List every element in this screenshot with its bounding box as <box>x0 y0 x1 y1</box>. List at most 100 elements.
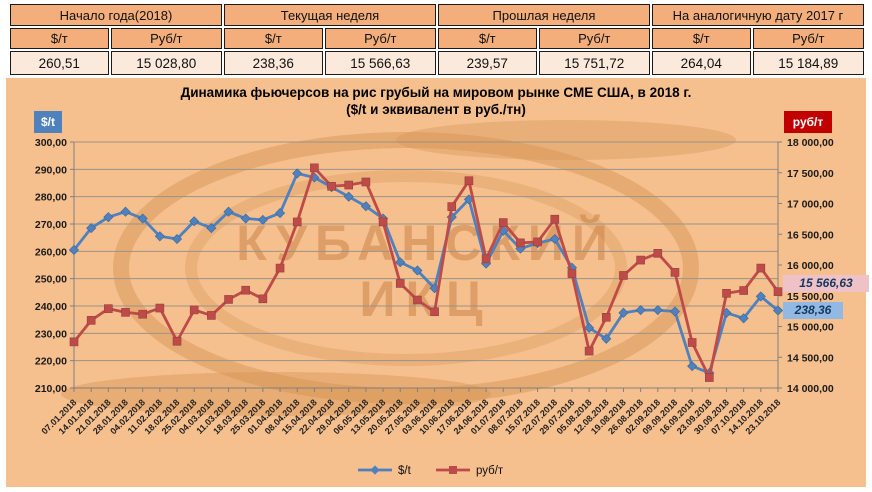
legend-label: руб/т <box>476 465 504 477</box>
data-point-usd <box>652 305 663 316</box>
data-point-rub <box>121 308 130 317</box>
svg-text:230,00: 230,00 <box>35 328 67 340</box>
data-point-rub <box>653 249 663 258</box>
subheader-rub: Руб/т <box>752 28 864 49</box>
data-point-rub <box>189 305 199 315</box>
usd-last-value-label: 238,36 <box>783 302 843 319</box>
data-point-rub <box>464 176 474 186</box>
left-axis-tick-labels: 300,00 290,00 280,00 270,00 260,00 250,00 240,… <box>35 137 67 395</box>
chart-title-line1: Динамика фьючерсов на рис грубый на миро… <box>180 85 692 100</box>
data-point-rub <box>481 254 491 264</box>
data-point-rub <box>378 217 388 227</box>
svg-text:17 500,00: 17 500,00 <box>787 168 834 180</box>
data-point-rub <box>722 288 731 298</box>
summary-table: Начало года(2018) Текущая неделя Прошлая… <box>8 2 866 77</box>
data-point-rub <box>258 294 268 304</box>
data-point-rub <box>172 336 182 346</box>
data-point-rub <box>636 255 645 265</box>
subheader-usd: $/т <box>223 28 323 49</box>
data-point-rub <box>550 214 560 224</box>
data-point-rub <box>241 285 251 295</box>
data-point-rub <box>310 163 319 173</box>
group-header-start-of-year: Начало года(2018) <box>10 4 222 26</box>
chart-legend: $/t руб/т <box>358 465 504 477</box>
data-point-usd <box>257 214 268 225</box>
svg-text:260,00: 260,00 <box>35 246 67 258</box>
data-point-rub <box>69 337 79 347</box>
data-point-rub <box>224 295 233 304</box>
data-point-usd <box>206 223 217 234</box>
subheader-usd: $/т <box>651 28 751 49</box>
svg-text:16 000,00: 16 000,00 <box>787 260 834 272</box>
data-point-usd <box>120 206 131 217</box>
data-point-rub <box>601 312 611 322</box>
data-point-rub <box>567 269 577 278</box>
data-point-usd <box>687 361 698 372</box>
axis-frame <box>73 142 779 389</box>
subheader-rub: Руб/т <box>110 28 222 49</box>
group-header-previous-week: Прошлая неделя <box>437 4 650 26</box>
data-point-rub <box>413 295 422 305</box>
svg-text:300,00: 300,00 <box>35 137 67 149</box>
data-point-usd <box>275 208 286 219</box>
data-point-rub <box>327 181 336 191</box>
svg-text:16 500,00: 16 500,00 <box>787 229 834 241</box>
right-axis-tick-labels: 18 000,00 17 500,00 17 000,00 16 500,00 16 0… <box>778 137 834 395</box>
data-point-rub <box>739 286 748 295</box>
subheader-usd: $/т <box>437 28 537 49</box>
svg-text:240,00: 240,00 <box>35 301 67 313</box>
data-point-usd <box>669 306 681 317</box>
value-previous-rub: 15 751,72 <box>538 51 650 75</box>
svg-text:15 500,00: 15 500,00 <box>787 291 834 303</box>
data-point-usd <box>360 201 371 212</box>
data-point-rub <box>86 316 96 325</box>
data-point-rub <box>498 218 508 227</box>
data-point-usd <box>412 265 423 276</box>
data-point-rub <box>430 307 439 317</box>
data-point-rub <box>361 177 371 187</box>
left-axis-unit-label: $/t <box>34 111 62 133</box>
table-subheader-row: $/т Руб/т $/т Руб/т $/т Руб/т $/т Руб/т <box>10 28 864 49</box>
value-previous-usd: 239,57 <box>437 51 537 75</box>
data-point-rub <box>619 271 628 280</box>
svg-text:290,00: 290,00 <box>35 164 67 176</box>
svg-text:280,00: 280,00 <box>35 192 67 204</box>
data-point-rub <box>447 202 457 211</box>
data-point-usd <box>618 307 629 318</box>
data-point-usd <box>137 213 148 224</box>
subheader-rub: Руб/т <box>538 28 650 49</box>
svg-text:14 500,00: 14 500,00 <box>787 352 834 364</box>
group-header-current-week: Текущая неделя <box>223 4 436 26</box>
data-point-usd <box>635 305 646 316</box>
data-point-rub <box>705 373 714 382</box>
table-values-row: 260,51 15 028,80 238,36 15 566,63 239,57… <box>10 51 864 75</box>
data-point-rub <box>533 237 542 247</box>
subheader-usd: $/т <box>10 28 109 49</box>
svg-text:270,00: 270,00 <box>35 219 67 231</box>
data-point-usd <box>171 234 183 245</box>
svg-text:250,00: 250,00 <box>35 274 67 286</box>
data-point-usd <box>240 213 251 224</box>
svg-text:210,00: 210,00 <box>35 383 67 395</box>
data-point-rub <box>207 311 216 320</box>
chart-title-line2: ($/t и эквивалент в руб./тн) <box>346 102 526 117</box>
data-point-usd <box>584 322 595 333</box>
data-point-usd <box>755 291 766 302</box>
data-point-usd <box>549 234 560 245</box>
data-point-rub <box>292 217 302 227</box>
futures-chart: Динамика фьючерсов на рис грубый на миро… <box>6 78 869 487</box>
data-point-rub <box>687 338 697 347</box>
value-2017-usd: 264,04 <box>651 51 751 75</box>
legend-label: $/t <box>398 465 412 477</box>
data-point-rub <box>138 309 147 319</box>
data-point-rub <box>275 263 285 273</box>
data-point-rub <box>756 263 766 273</box>
value-current-usd: 238,36 <box>223 51 323 75</box>
group-header-same-date-2017: На аналогичную дату 2017 г <box>651 4 864 26</box>
chart-title: Динамика фьючерсов на рис грубый на миро… <box>6 84 866 118</box>
right-axis-unit-label: руб/т <box>784 111 832 133</box>
svg-text:15 000,00: 15 000,00 <box>787 322 834 334</box>
data-point-rub <box>344 180 354 190</box>
subheader-rub: Руб/т <box>324 28 436 49</box>
